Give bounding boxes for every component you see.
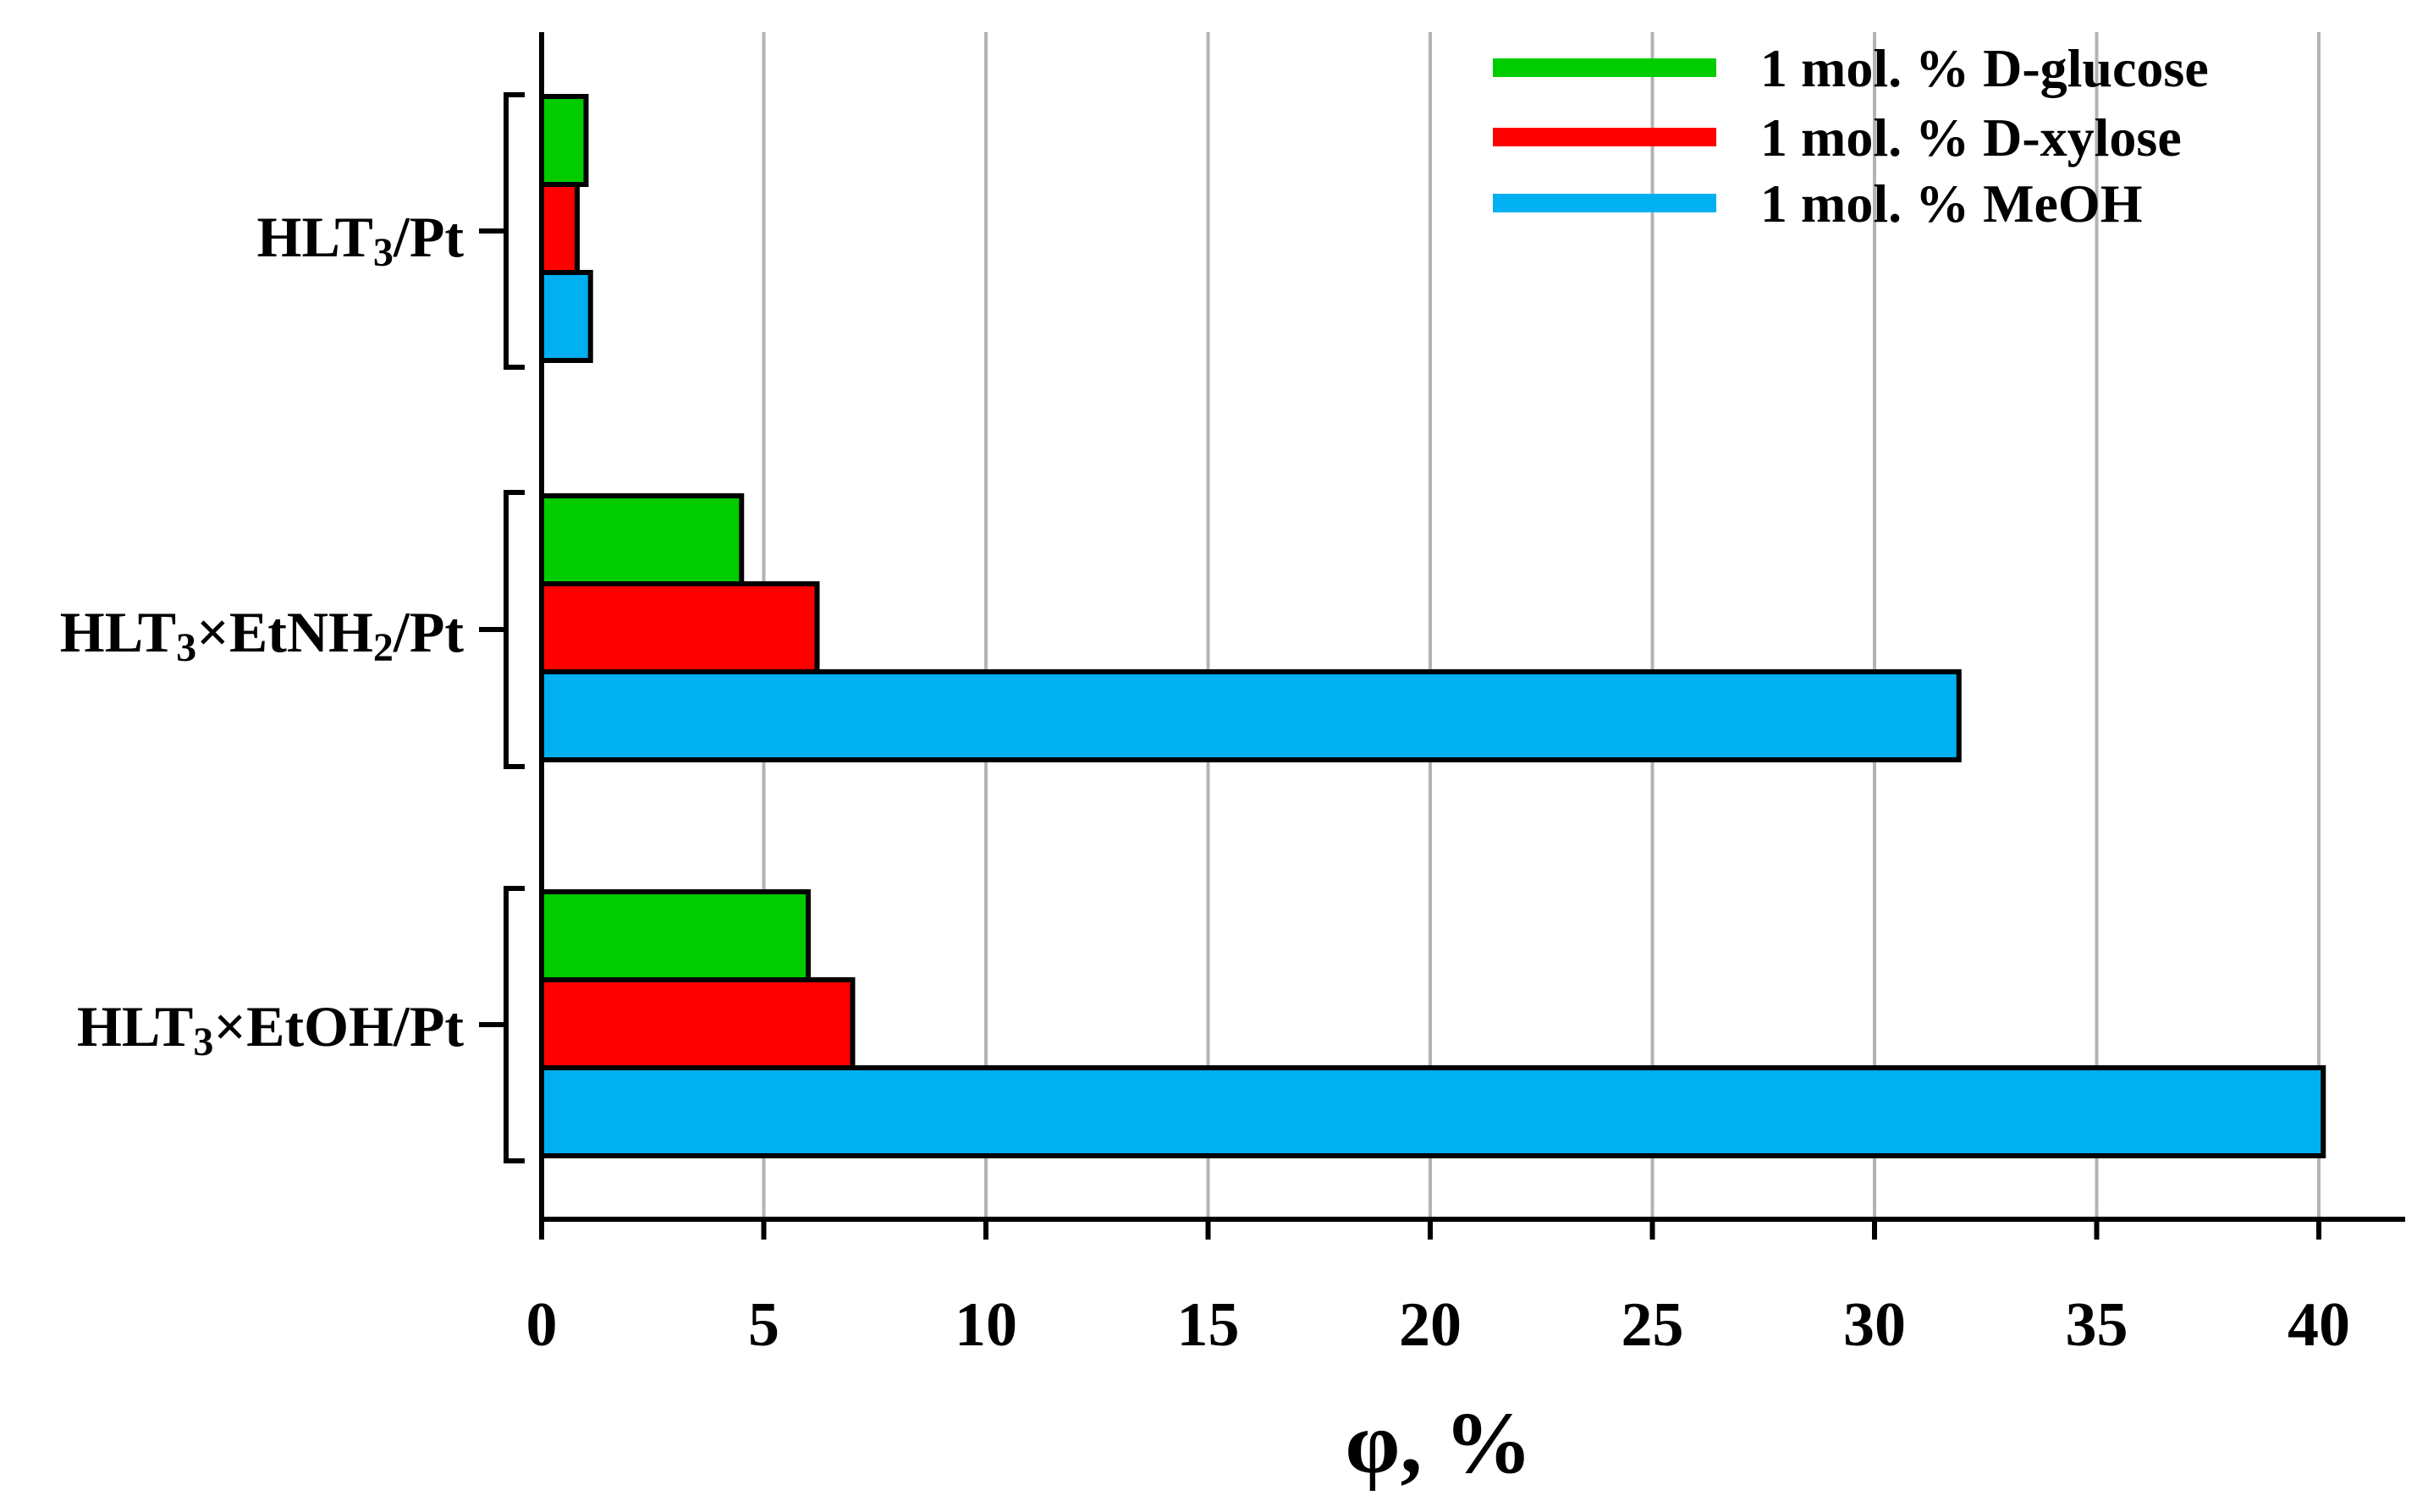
x-tick-label: 25 [1621, 1290, 1684, 1360]
legend-label: 1 mol. % MeOH [1760, 173, 2142, 234]
bar-2-series-1 [539, 493, 745, 586]
x-tick-label: 15 [1177, 1290, 1240, 1360]
bar-3-series-1 [539, 889, 811, 982]
bar-1-series-2 [539, 182, 580, 275]
category-label: HLT3×EtOH/Pt [77, 994, 464, 1064]
x-tick-label: 35 [2066, 1290, 2128, 1360]
x-tick-label: 30 [1843, 1290, 1906, 1360]
bar-1-series-3 [539, 270, 593, 363]
legend-label: 1 mol. % D-glucose [1760, 38, 2209, 98]
legend-label: 1 mol. % D-xylose [1760, 107, 2182, 168]
bar-1-series-1 [539, 94, 589, 187]
category-label: HLT3/Pt [257, 205, 465, 275]
x-tick-label: 0 [526, 1290, 558, 1360]
bar-2-series-2 [539, 581, 820, 674]
axes: 0 5 10 15 20 25 30 35 40 [526, 32, 2405, 1360]
category-bracket-3 [504, 886, 525, 1163]
bars [539, 94, 2326, 1158]
category-bracket-2 [504, 490, 525, 769]
grid-lines [762, 32, 2321, 1219]
category-brackets [479, 92, 525, 1163]
x-tick-label: 20 [1399, 1290, 1462, 1360]
x-tick-label: 10 [955, 1290, 1017, 1360]
x-tick-label: 5 [748, 1290, 779, 1360]
bar-3-series-2 [539, 977, 856, 1070]
category-labels: HLT3/Pt HLT3×EtNH2/Pt HLT3×EtOH/Pt [60, 205, 465, 1064]
category-label: HLT3×EtNH2/Pt [60, 600, 465, 670]
bar-2-series-3 [539, 669, 1962, 762]
bar-3-series-3 [539, 1065, 2326, 1158]
x-axis-title: φ, % [1346, 1394, 1533, 1492]
x-tick-label: 40 [2288, 1290, 2350, 1360]
category-bracket-1 [504, 92, 525, 370]
